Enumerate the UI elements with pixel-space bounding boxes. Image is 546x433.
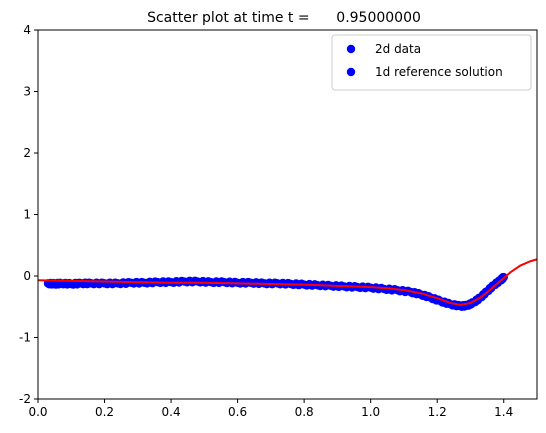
y-tick-label: 3	[23, 85, 31, 99]
y-tick-label: -1	[19, 331, 31, 345]
x-tick-label: 1.2	[428, 405, 447, 419]
reference-solution-line	[38, 258, 537, 306]
axes: 0.0 0.2 0.4 0.6 0.8 1.0 1.2 1.4 -2 -1 0 1 2 3 4	[19, 23, 538, 419]
legend-label: 1d reference solution	[375, 65, 503, 79]
legend-label: 2d data	[375, 42, 421, 56]
legend-marker	[346, 67, 356, 77]
x-tick-label: 0.0	[28, 405, 47, 419]
chart-title: Scatter plot at time t = 0.95000000	[147, 10, 421, 26]
x-tick-label: 0.6	[228, 405, 247, 419]
y-tick-label: 0	[23, 269, 31, 283]
legend: 2d data 1d reference solution	[331, 34, 532, 91]
plot-area	[38, 258, 537, 311]
x-tick-label: 0.4	[162, 405, 181, 419]
x-tick-label: 1.4	[494, 405, 513, 419]
x-tick-label: 1.0	[361, 405, 380, 419]
y-tick-label: 4	[23, 23, 31, 37]
legend-marker	[346, 44, 356, 54]
y-tick-label: 2	[23, 146, 31, 160]
y-tick-label: 1	[23, 208, 31, 222]
x-tick-label: 0.2	[95, 405, 114, 419]
y-tick-label: -2	[19, 392, 31, 406]
x-tick-label: 0.8	[295, 405, 314, 419]
legend-box	[331, 34, 532, 91]
